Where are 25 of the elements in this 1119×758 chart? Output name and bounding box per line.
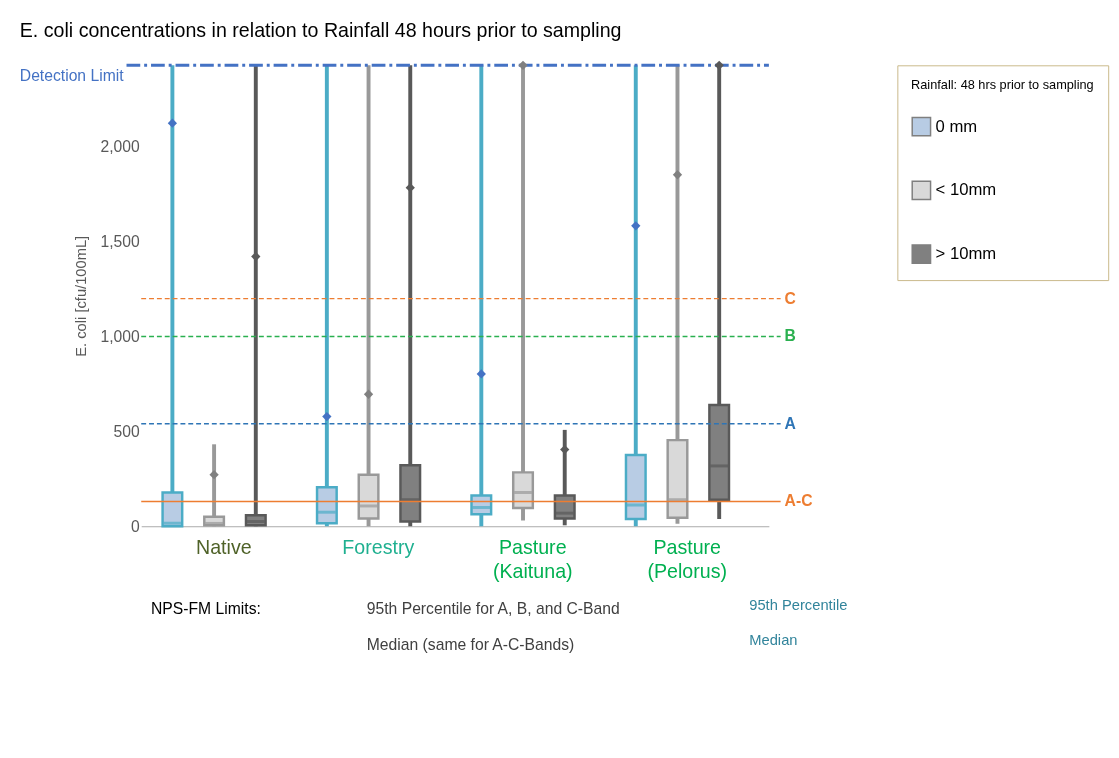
text: NPS-FM Limits: — [151, 599, 261, 617]
text: 95th Percentile for A, B, and C-Band — [366, 599, 620, 617]
y-tick-label: 1,000 — [100, 327, 141, 345]
ref-line-label: Detection Limit — [19, 67, 125, 84]
ref-line-label: A-C — [784, 492, 813, 510]
ref-line-label: B — [784, 327, 796, 345]
legend-label: > 10mm — [935, 244, 997, 263]
chart-title: E. coli concentrations in relation to Rainfall 48 hours prior to sampling — [19, 19, 622, 42]
y-axis-title: E. coli [cfu/100mL] — [72, 235, 89, 357]
x-tick-label: Forestry — [342, 536, 415, 559]
legend-title: Rainfall: 48 hrs prior to sampling — [911, 76, 1094, 92]
y-tick-label: 0 — [131, 517, 141, 535]
x-tick-label: Pasture (Pelorus) — [647, 536, 728, 582]
text: Median (same for A-C-Bands) — [366, 635, 575, 653]
x-tick-label: Pasture (Kaituna) — [492, 536, 573, 582]
legend-label: < 10mm — [935, 180, 997, 200]
legend-label: 0 mm — [935, 116, 978, 136]
ref-line-label: C — [784, 289, 796, 307]
text: 95th Percentile — [749, 596, 848, 613]
y-tick-label: 2,000 — [100, 138, 141, 156]
ref-line-label: A — [784, 414, 796, 432]
text: Median — [749, 631, 798, 648]
y-tick-label: 500 — [113, 422, 141, 440]
x-tick-label: Native — [196, 536, 252, 559]
y-tick-label: 1,500 — [100, 233, 141, 251]
